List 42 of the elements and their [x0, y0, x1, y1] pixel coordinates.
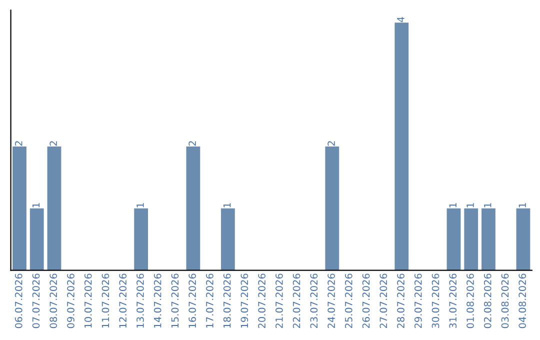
x-tick-label: 15.07.2026: [171, 274, 179, 328]
x-tick-label: 06.07.2026: [14, 274, 22, 328]
x-tick-label: 29.07.2026: [414, 274, 422, 328]
x-tick-label: 31.07.2026: [449, 274, 457, 328]
x-tick-label: 19.07.2026: [240, 274, 248, 328]
data-label: 2: [328, 141, 335, 146]
x-tick-label: 24.07.2026: [328, 274, 335, 328]
x-tick-label: 13.07.2026: [136, 274, 144, 328]
x-tick-label: 01.08.2026: [466, 274, 474, 328]
data-label: 1: [518, 203, 526, 208]
data-label: 2: [14, 141, 22, 146]
x-tick-label: 27.07.2026: [380, 274, 388, 328]
data-label: 2: [188, 141, 196, 146]
x-tick-label: 12.07.2026: [119, 274, 127, 328]
x-tick-label: 11.07.2026: [102, 274, 110, 328]
x-tick-label: 22.07.2026: [292, 274, 300, 328]
x-tick-label: 17.07.2026: [206, 274, 214, 328]
x-tick-label: 25.07.2026: [344, 274, 352, 328]
x-tick-label: 14.07.2026: [154, 274, 162, 328]
x-tick-label: 03.08.2026: [501, 274, 509, 328]
x-tick-label: 02.08.2026: [484, 274, 492, 328]
x-tick-label: 26.07.2026: [362, 274, 370, 328]
x-tick-label: 07.07.2026: [32, 274, 40, 328]
data-label: 1: [136, 203, 144, 208]
x-tick-label: 09.07.2026: [67, 274, 74, 328]
data-label: 1: [224, 203, 231, 208]
x-tick-label: 21.07.2026: [276, 274, 283, 328]
x-tick-label: 08.07.2026: [50, 274, 58, 328]
x-tick-label: 28.07.2026: [397, 274, 404, 328]
data-label: 1: [484, 203, 492, 208]
x-tick-label: 04.08.2026: [518, 274, 526, 328]
data-label: 2: [50, 141, 57, 146]
data-label: 1: [466, 203, 474, 208]
x-tick-label: 20.07.2026: [258, 274, 266, 328]
x-tick-label: 23.07.2026: [310, 274, 318, 328]
x-tick-label: 10.07.2026: [84, 274, 92, 328]
data-label: 4: [397, 16, 404, 22]
data-label: 1: [449, 203, 456, 208]
x-tick-label: 30.07.2026: [432, 274, 440, 328]
x-tick-label: 16.07.2026: [188, 274, 196, 328]
x-tick-label: 18.07.2026: [223, 274, 231, 328]
data-label: 1: [32, 203, 40, 208]
